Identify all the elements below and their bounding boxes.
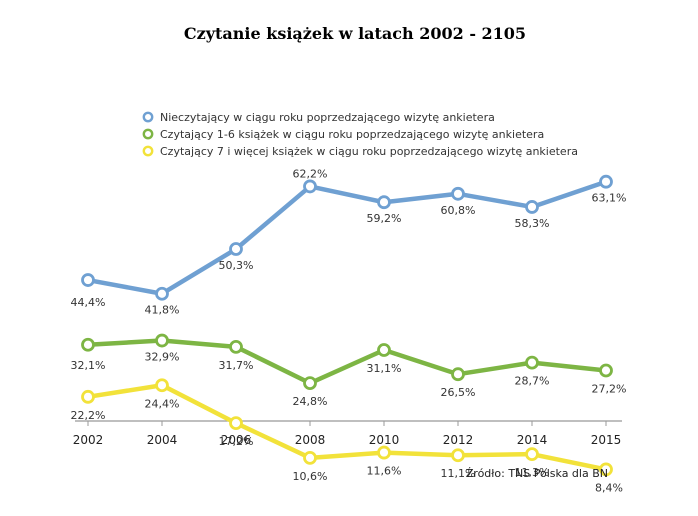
- x-tick-label: 2010: [369, 433, 400, 447]
- data-point: [525, 355, 539, 370]
- x-tick-label: 2006: [221, 433, 252, 447]
- data-label: 60,8%: [441, 204, 476, 217]
- data-label: 11,1%: [441, 467, 476, 480]
- data-label: 59,2%: [367, 212, 402, 225]
- legend-label: Nieczytający w ciągu roku poprzedzająceg…: [160, 111, 495, 124]
- legend: Nieczytający w ciągu roku poprzedzająceg…: [142, 111, 578, 158]
- data-point: [599, 363, 613, 378]
- data-point: [377, 195, 391, 210]
- data-label: 24,4%: [145, 397, 180, 410]
- data-label: 31,1%: [367, 362, 402, 375]
- data-point: [451, 367, 465, 382]
- data-point: [229, 242, 243, 256]
- data-label: 62,2%: [293, 167, 328, 180]
- data-point: [377, 445, 391, 460]
- series-line: [85, 338, 609, 386]
- data-point: [81, 389, 95, 404]
- series-layer: 44,4% 41,8% 50,3% 62,2% 59,2% 60,8% 58,3% 63,1%…: [71, 167, 627, 494]
- data-point: [155, 286, 169, 301]
- data-point: [155, 333, 169, 348]
- data-point: [303, 179, 317, 194]
- data-label: 41,8%: [145, 304, 180, 317]
- data-point: [525, 200, 539, 214]
- data-point: [229, 339, 243, 354]
- data-label: 27,2%: [592, 383, 627, 396]
- legend-label: Czytający 7 i więcej książek w ciągu rok…: [160, 145, 578, 158]
- data-point: [303, 376, 317, 391]
- x-tick-label: 2002: [73, 433, 104, 447]
- data-point: [451, 448, 465, 463]
- data-point: [81, 273, 95, 287]
- data-point: [229, 416, 243, 431]
- data-label: 58,3%: [515, 217, 550, 230]
- x-tick-label: 2015: [591, 433, 622, 447]
- data-label: 44,4%: [71, 296, 106, 309]
- chart-title: Czytanie książek w latach 2002 - 2105: [184, 24, 526, 43]
- series-line: [85, 383, 609, 472]
- data-point: [599, 174, 613, 189]
- data-label: 31,7%: [219, 359, 254, 372]
- data-point: [155, 378, 169, 393]
- source-note: Źródło: TNS Polska dla BN: [466, 467, 608, 480]
- data-label: 17,2%: [219, 435, 254, 448]
- data-point: [303, 450, 317, 465]
- data-label: 32,1%: [71, 359, 106, 372]
- data-label: 11,3%: [515, 466, 550, 479]
- x-axis-ticks: 2002 2004 2006 2008 2010 2012 2014 2015: [73, 421, 622, 447]
- data-label: 50,3%: [219, 259, 254, 272]
- series-line: [85, 179, 609, 296]
- data-label: 24,8%: [293, 395, 328, 408]
- data-label: 11,6%: [367, 465, 402, 478]
- legend-marker: [142, 145, 154, 157]
- legend-marker: [142, 111, 154, 123]
- data-label: 28,7%: [515, 375, 550, 388]
- x-tick-label: 2012: [443, 433, 474, 447]
- data-point: [81, 337, 95, 352]
- data-label: 32,9%: [145, 351, 180, 364]
- data-point: [525, 447, 539, 462]
- data-point: [599, 462, 613, 477]
- data-label: 63,1%: [592, 192, 627, 205]
- legend-label: Czytający 1-6 książek w ciągu roku poprz…: [160, 128, 544, 141]
- data-point: [377, 343, 391, 357]
- data-label: 26,5%: [441, 386, 476, 399]
- legend-marker: [142, 128, 154, 140]
- x-tick-label: 2008: [295, 433, 326, 447]
- data-point: [451, 186, 465, 201]
- data-label: 8,4%: [595, 481, 623, 494]
- data-label: 22,2%: [71, 409, 106, 422]
- data-label: 10,6%: [293, 470, 328, 483]
- x-tick-label: 2014: [517, 433, 548, 447]
- x-tick-label: 2004: [147, 433, 178, 447]
